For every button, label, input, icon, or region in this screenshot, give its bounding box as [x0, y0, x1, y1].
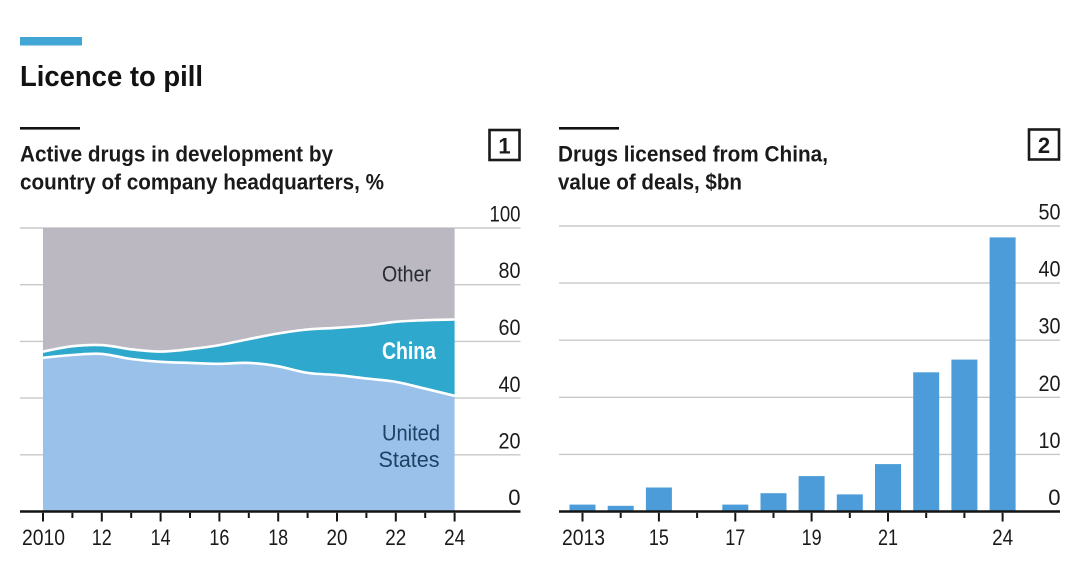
svg-text:Other: Other — [382, 262, 431, 287]
svg-text:14: 14 — [151, 525, 171, 550]
svg-text:2010: 2010 — [22, 525, 65, 550]
svg-text:20: 20 — [327, 525, 348, 550]
svg-text:States: States — [379, 447, 440, 472]
svg-text:0: 0 — [1048, 485, 1060, 510]
svg-text:Drugs licensed from China,: Drugs licensed from China, — [558, 142, 828, 167]
svg-text:Licence to pill: Licence to pill — [20, 61, 203, 93]
svg-text:16: 16 — [209, 525, 229, 550]
svg-text:24: 24 — [992, 525, 1013, 550]
svg-text:15: 15 — [649, 525, 669, 550]
svg-text:1: 1 — [498, 134, 510, 159]
svg-text:20: 20 — [499, 429, 521, 454]
svg-text:country of company headquarter: country of company headquarters, % — [20, 170, 384, 195]
svg-text:21: 21 — [878, 525, 898, 550]
svg-text:24: 24 — [444, 525, 465, 550]
svg-text:2013: 2013 — [562, 525, 605, 550]
svg-text:12: 12 — [92, 525, 112, 550]
svg-text:30: 30 — [1039, 314, 1061, 339]
svg-text:50: 50 — [1039, 200, 1061, 225]
svg-text:United: United — [382, 421, 440, 446]
svg-text:80: 80 — [499, 258, 521, 283]
svg-text:China: China — [382, 338, 437, 365]
svg-text:100: 100 — [490, 202, 521, 227]
svg-text:2: 2 — [1038, 133, 1050, 158]
svg-text:0: 0 — [508, 485, 520, 510]
svg-text:10: 10 — [1039, 428, 1061, 453]
svg-text:40: 40 — [1039, 257, 1061, 282]
svg-text:19: 19 — [802, 525, 822, 550]
svg-text:17: 17 — [725, 525, 745, 550]
svg-text:60: 60 — [499, 315, 521, 340]
svg-text:22: 22 — [385, 525, 406, 550]
svg-text:18: 18 — [268, 525, 288, 550]
svg-text:value of deals, $bn: value of deals, $bn — [558, 170, 742, 195]
svg-text:Active drugs in development by: Active drugs in development by — [20, 142, 333, 167]
svg-text:20: 20 — [1039, 371, 1061, 396]
svg-text:40: 40 — [499, 372, 521, 397]
